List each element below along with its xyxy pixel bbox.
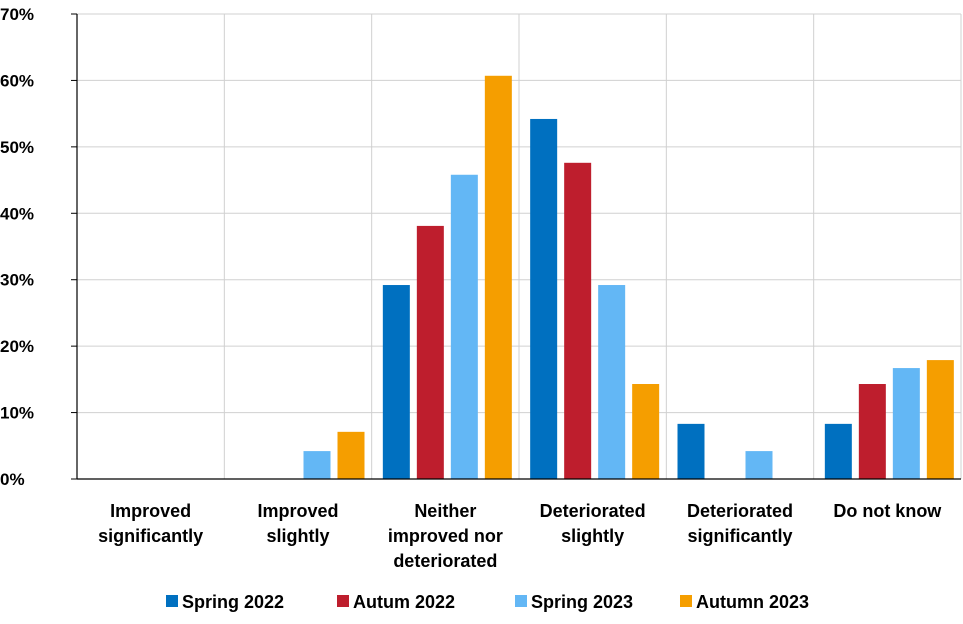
legend: Spring 2022 Autum 2022 Spring 2023 Autumn 2… [166,592,809,612]
y-tick-label: 40% [0,204,34,223]
axes [71,13,961,480]
bar [598,285,626,479]
legend-swatch [515,595,527,607]
bar [926,360,954,479]
legend-swatch [166,595,178,607]
y-tick-label: 60% [0,71,34,90]
y-tick-label: 20% [0,337,34,356]
bar [303,451,331,479]
legend-label: Autum 2022 [353,592,455,612]
y-tick-label: 70% [0,5,34,24]
y-tick-label: 30% [0,271,34,290]
bar [337,431,365,479]
x-tick-label: Do not know [833,501,942,521]
bar [564,162,592,480]
y-tick-label: 10% [0,404,34,423]
bar [858,384,886,479]
x-axis-ticks: Improved significantly Improved slightly Nei… [98,501,942,571]
bar [892,368,920,479]
bar [530,118,558,479]
legend-label: Spring 2023 [531,592,633,612]
bar [677,423,705,479]
legend-swatch [337,595,349,607]
x-tick-label: Neither improved nor deteriorated [388,501,503,571]
x-tick-label: Deteriorated slightly [540,501,646,546]
bar [382,285,410,479]
legend-label: Spring 2022 [182,592,284,612]
bars [303,75,954,480]
gridlines [77,13,962,479]
bar [632,384,660,479]
legend-swatch [680,595,692,607]
bar [450,174,478,479]
y-axis-ticks: 0% 10% 20% 30% 40% 50% 60% 70% [0,5,34,489]
x-tick-label: Deteriorated significantly [687,501,793,546]
legend-label: Autumn 2023 [696,592,809,612]
bar [824,423,852,479]
bar [484,75,512,480]
y-tick-label: 50% [0,138,34,157]
bar [745,451,773,479]
bar [416,225,444,479]
x-tick-label: Improved slightly [257,501,338,546]
x-tick-label: Improved significantly [98,501,203,546]
y-tick-label: 0% [0,470,25,489]
